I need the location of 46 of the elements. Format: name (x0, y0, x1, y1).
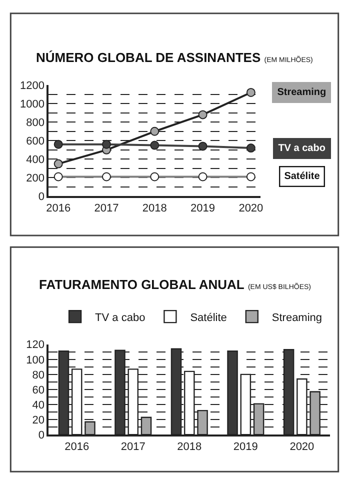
point (198, 172, 208, 182)
text: Satélite (284, 171, 320, 182)
y-tick-label: 60 (32, 384, 45, 396)
x-tick-label: 2016 (46, 202, 71, 214)
x-tick-label: 2018 (177, 440, 202, 453)
point (150, 126, 160, 136)
point (102, 140, 111, 149)
y-tick-label: 120 (26, 339, 45, 352)
y-tick-label: 0 (38, 430, 45, 442)
point (246, 88, 256, 97)
chart-title: NÚMERO GLOBAL DE ASSINANTES (36, 50, 261, 65)
y-tick-label: 20 (32, 414, 45, 426)
point (102, 172, 111, 182)
x-tick-label: 2020 (238, 202, 264, 214)
point (54, 140, 63, 149)
point (150, 140, 160, 150)
x-tick-label: 2017 (94, 202, 119, 214)
y-tick-label: 1200 (20, 80, 45, 92)
point (198, 142, 208, 151)
point (246, 172, 256, 182)
point (246, 144, 256, 153)
y-tick-label: 80 (32, 369, 45, 382)
point (150, 172, 160, 182)
x-tick-label: 2019 (190, 202, 216, 214)
point (198, 110, 208, 120)
y-tick-label: 0 (38, 191, 45, 204)
y-tick-label: 200 (26, 172, 45, 185)
legend-label: TV a cabo (95, 312, 146, 324)
x-tick-label: 2016 (64, 440, 90, 453)
y-tick-label: 600 (26, 135, 45, 148)
y-tick-label: 1000 (20, 98, 45, 110)
y-tick-label: 100 (26, 354, 45, 366)
x-tick-label: 2018 (142, 202, 167, 214)
x-tick-label: 2020 (290, 440, 314, 453)
y-tick-label: 400 (26, 154, 45, 166)
legend-label: Satélite (190, 312, 227, 324)
legend-label: Streaming (272, 312, 322, 324)
text: TV a cabo (278, 143, 326, 154)
y-tick-label: 40 (32, 399, 45, 412)
y-tick-label: 800 (26, 116, 45, 129)
x-tick-label: 2017 (120, 440, 146, 453)
point (54, 172, 63, 182)
point (54, 159, 63, 168)
x-tick-label: 2019 (233, 440, 258, 453)
chart-title: FATURAMENTO GLOBAL ANUAL (39, 277, 244, 292)
text: Streaming (277, 87, 326, 98)
